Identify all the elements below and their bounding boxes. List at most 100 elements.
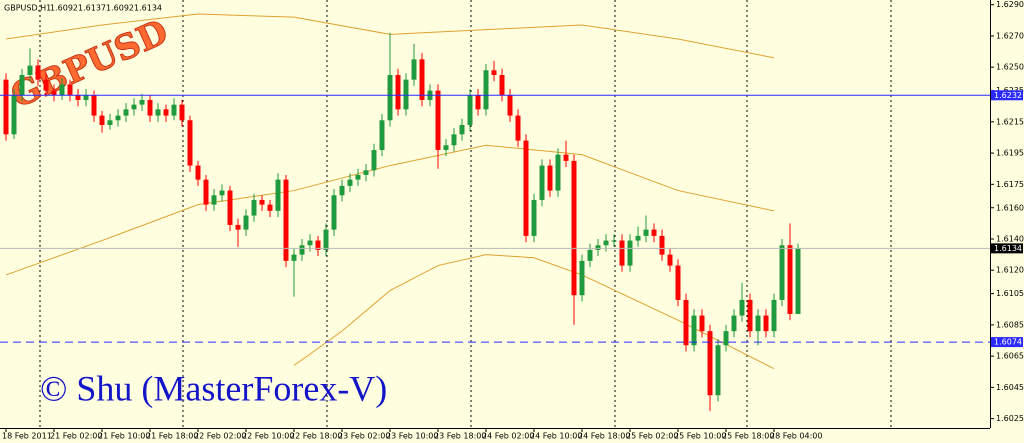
candle-body: [339, 185, 345, 196]
candle-body: [395, 74, 401, 110]
candle-body: [635, 235, 641, 241]
candle-body: [643, 229, 649, 236]
y-tick-label: 1.6160: [996, 203, 1024, 212]
candle-body: [467, 95, 473, 125]
candle-body: [619, 240, 625, 266]
candle-body: [163, 109, 169, 116]
candle-body: [603, 240, 609, 246]
y-tick-label: 1.6120: [996, 266, 1024, 275]
candle-body: [11, 95, 17, 135]
candle-body: [227, 190, 233, 225]
candle-body: [291, 254, 297, 261]
candle-body: [595, 245, 601, 250]
candle-body: [579, 260, 585, 296]
candle-body: [539, 165, 545, 200]
y-tick-label: 1.6250: [996, 63, 1024, 72]
candle-body: [27, 65, 33, 75]
candle-body: [299, 245, 305, 255]
candle-body: [347, 179, 353, 186]
candle-body: [675, 265, 681, 300]
x-tick-label: 24 Feb 02:00: [482, 432, 534, 441]
candle-body: [739, 299, 745, 316]
candle-body: [275, 179, 281, 211]
x-tick-label: 18 Feb 2011: [2, 432, 52, 441]
candle-body: [531, 199, 537, 236]
candle-body: [203, 179, 209, 205]
candle-body: [459, 124, 465, 135]
x-tick-label: 23 Feb 10:00: [386, 432, 438, 441]
candle-body: [523, 140, 529, 236]
price-level-tag: [991, 337, 1023, 348]
candle-body: [99, 115, 105, 125]
y-tick-label: 1.6140: [996, 234, 1024, 243]
candle-body: [107, 120, 113, 125]
price-level-label: 1.6134: [994, 244, 1022, 253]
x-tick-label: 28 Feb 04:00: [770, 432, 822, 441]
open: 1.6092: [50, 4, 78, 13]
candle-body: [795, 248, 801, 314]
candle-body: [403, 79, 409, 110]
candle-body: [115, 115, 121, 121]
candle-body: [187, 120, 193, 166]
signature: © Shu (MasterForex-V): [40, 368, 387, 408]
candle-body: [507, 95, 513, 116]
close: 1.6134: [134, 4, 162, 13]
candle-body: [67, 84, 73, 96]
candle-body: [699, 315, 705, 332]
candle-body: [355, 174, 361, 180]
candle-body: [51, 90, 57, 96]
candle-body: [331, 195, 337, 230]
candle-body: [3, 79, 9, 135]
candle-body: [323, 229, 329, 250]
candle-body: [195, 165, 201, 180]
candle-body: [475, 95, 481, 110]
candle-body: [235, 224, 241, 230]
candle-body: [179, 104, 185, 121]
x-tick-label: 21 Feb 02:00: [50, 432, 102, 441]
candle-body: [659, 235, 665, 255]
candle-body: [571, 160, 577, 296]
candle-body: [747, 299, 753, 332]
x-tick-label: 24 Feb 10:00: [530, 432, 582, 441]
y-tick-label: 1.6025: [996, 414, 1024, 423]
x-tick-label: 25 Feb 18:00: [722, 432, 774, 441]
candle-body: [555, 154, 561, 191]
candle-body: [419, 59, 425, 100]
candle-body: [491, 70, 497, 75]
candle-body: [731, 315, 737, 332]
high: 1.6137: [78, 4, 106, 13]
candle-body: [131, 104, 137, 110]
x-tick-label: 21 Feb 10:00: [98, 432, 150, 441]
y-tick-label: 1.6105: [996, 289, 1024, 298]
candle-body: [707, 331, 713, 396]
candle-body: [363, 170, 369, 175]
candle-body: [411, 59, 417, 80]
low: 1.6092: [106, 4, 134, 13]
band-line: [5, 144, 775, 276]
header: GBPUSD,H1 1.6092 1.6137 1.6092 1.6134: [4, 4, 162, 13]
candle-body: [691, 315, 697, 346]
price-level-label: 1.6232: [994, 91, 1022, 100]
candle-body: [667, 254, 673, 266]
candle-body: [787, 245, 793, 314]
candle-body: [547, 165, 553, 191]
candle-body: [147, 99, 153, 116]
y-tick-label: 1.6175: [996, 180, 1024, 189]
y-tick-label: 1.6085: [996, 320, 1024, 329]
candle-body: [451, 134, 457, 146]
candle-body: [19, 74, 25, 96]
y-tick-label: 1.6045: [996, 383, 1024, 392]
candle-body: [155, 109, 161, 116]
candle-body: [723, 331, 729, 346]
candle-body: [59, 84, 65, 96]
candle-body: [435, 90, 441, 150]
candle-body: [83, 95, 89, 100]
candle-body: [771, 299, 777, 332]
candle-body: [379, 120, 385, 150]
symbol: GBPUSD,H1: [4, 4, 51, 13]
candle-body: [627, 240, 633, 266]
candle-body: [267, 204, 273, 211]
